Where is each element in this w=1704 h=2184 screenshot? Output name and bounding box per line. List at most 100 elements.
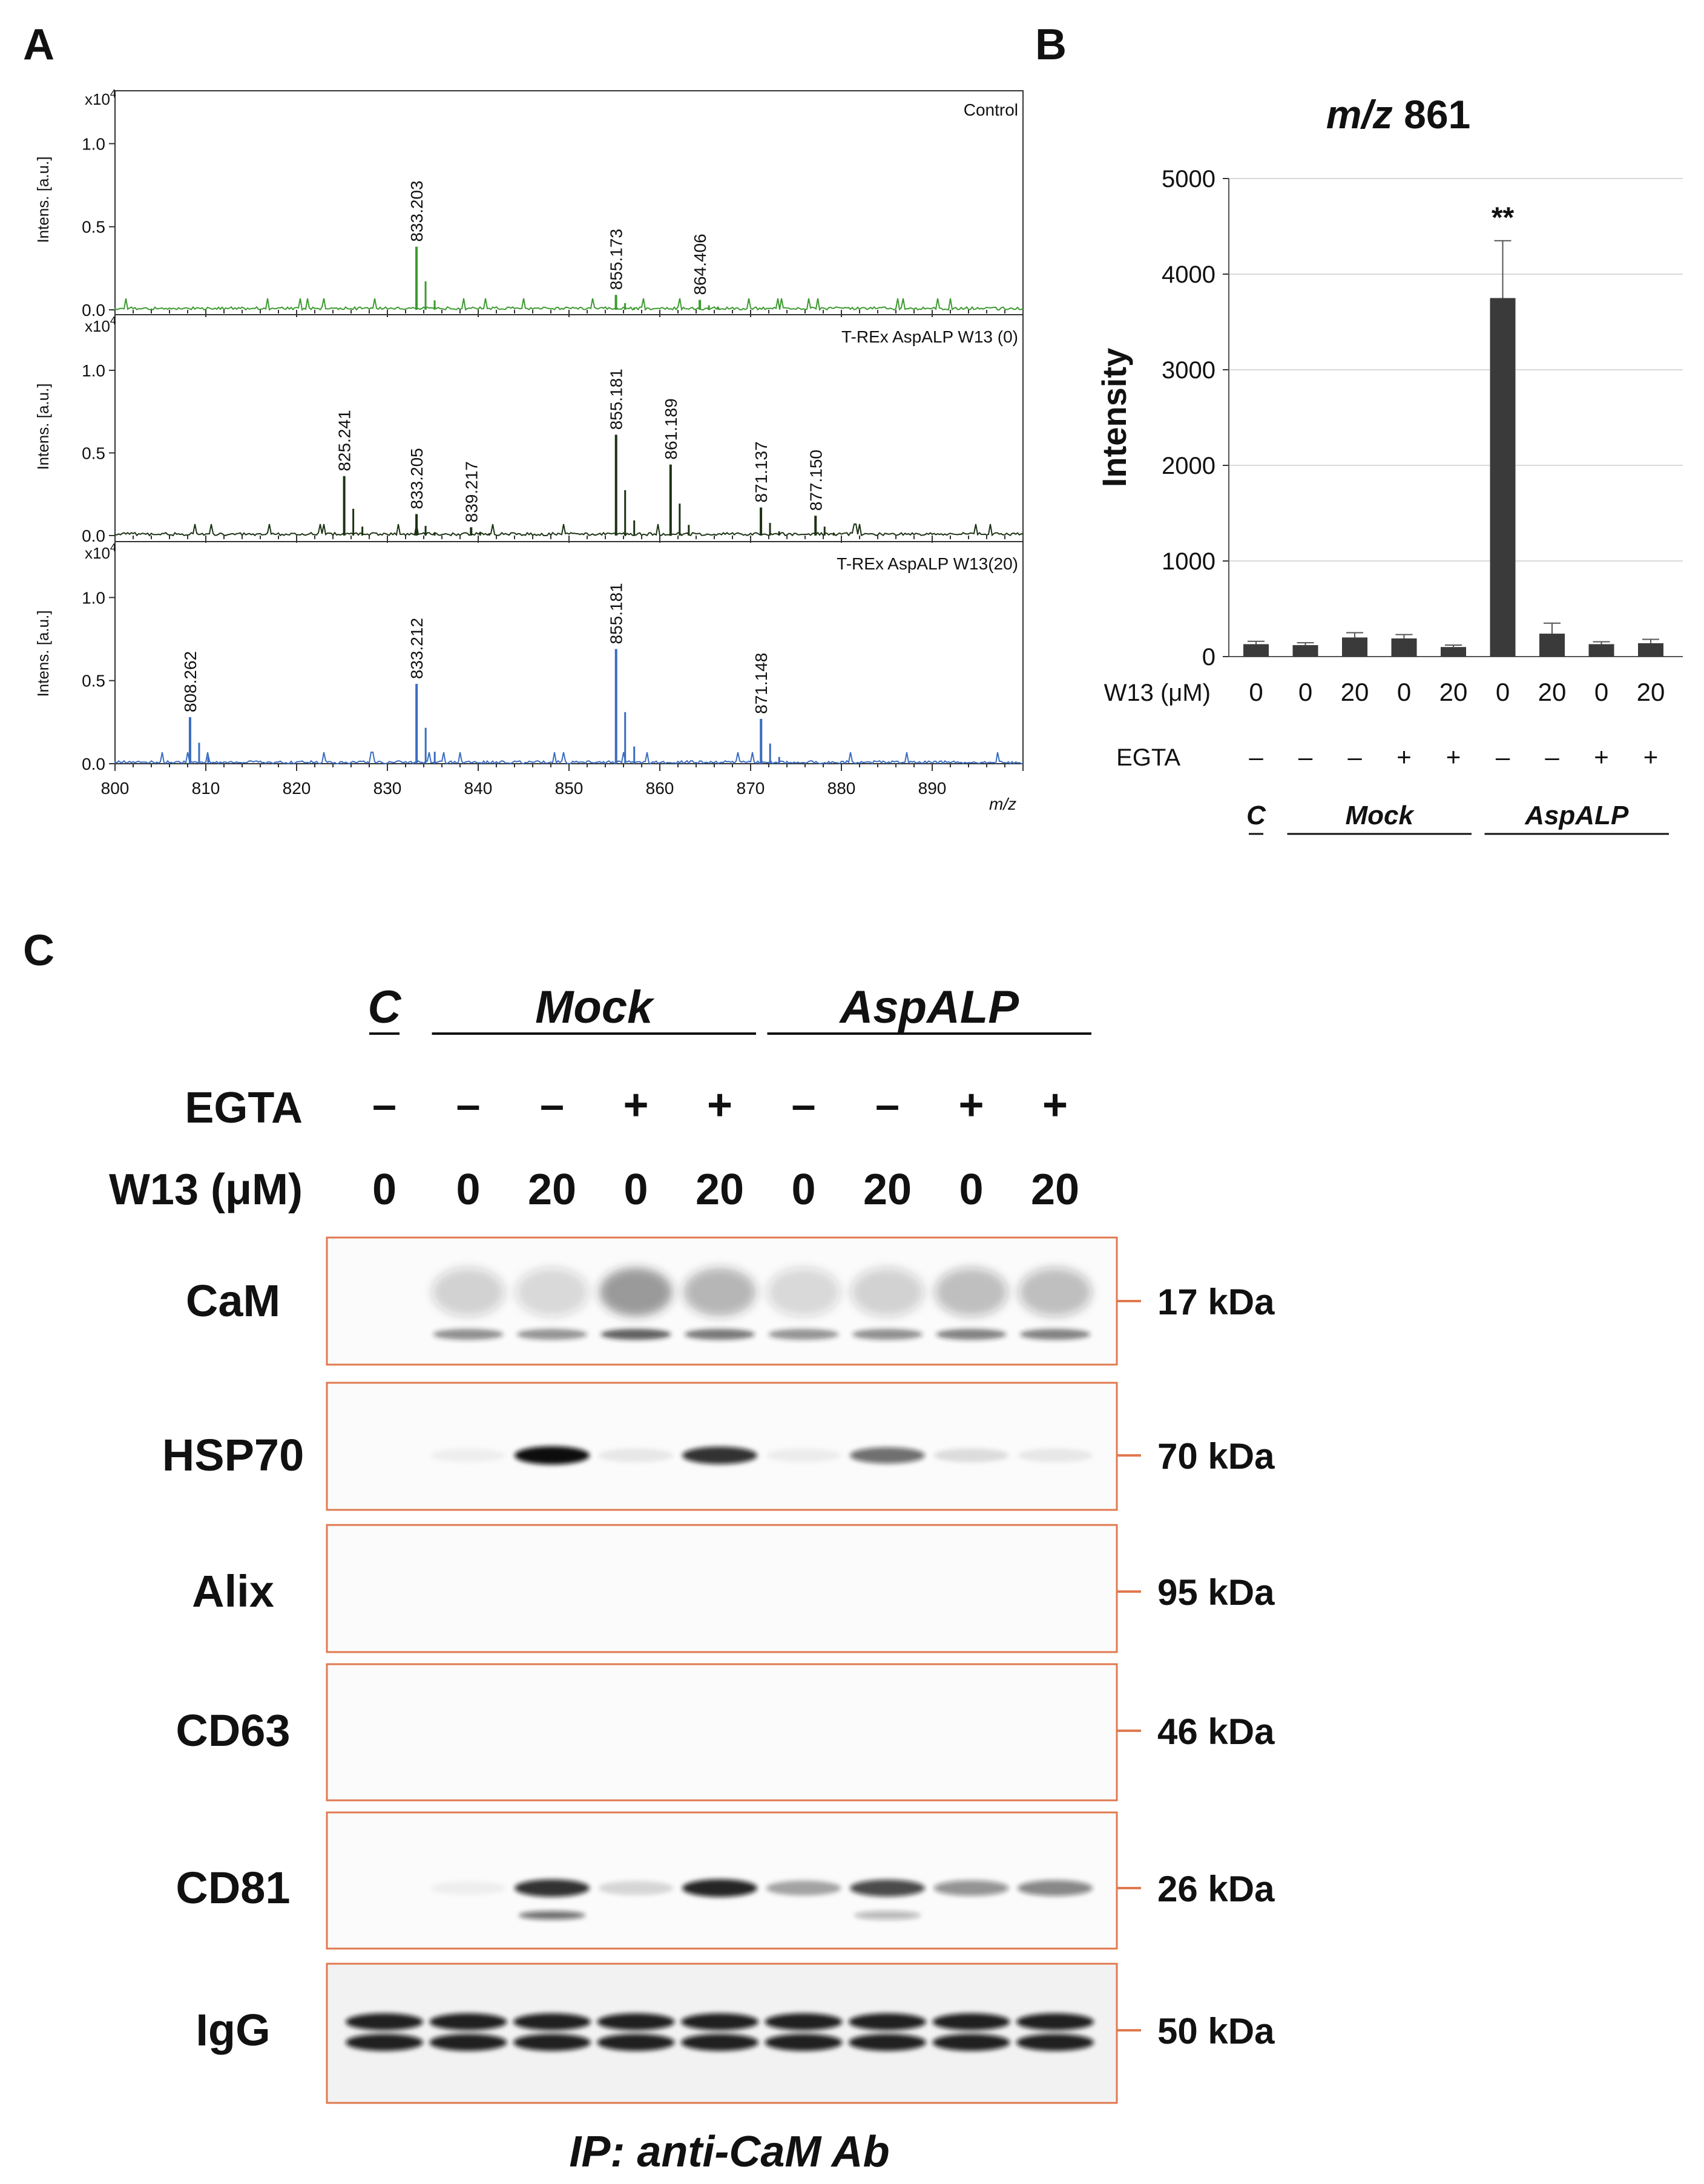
spectrum-y-tick-label: 0.0 (82, 755, 105, 773)
blot-band (346, 2013, 423, 2030)
spectrum-y-tick-label: 0.5 (82, 444, 105, 462)
blot-band (516, 1268, 588, 1316)
blot-group-label: Mock (535, 982, 655, 1033)
bar-row-value: – (1496, 743, 1510, 771)
blot-band (597, 2013, 675, 2030)
spectrum-y-multiplier: x104 (85, 315, 116, 335)
blot-band (936, 1329, 1007, 1340)
bar-y-tick-label: 1000 (1162, 548, 1215, 575)
blot-protein-label: CaM (186, 1276, 280, 1326)
blot-band (935, 1268, 1008, 1316)
blot-frame (326, 1382, 1118, 1511)
spectrum-x-tick-label: 860 (646, 779, 674, 798)
blot-band (515, 1879, 590, 1897)
blot-w13-value: 20 (696, 1166, 744, 1214)
blot-band (850, 1880, 925, 1897)
bar (1490, 298, 1516, 657)
bar-group-label: C (1246, 801, 1266, 830)
blot-band (515, 1446, 590, 1464)
spectrum-noise-trace (114, 751, 1024, 765)
spectrum-y-axis-label: Intens. [a.u.] (34, 383, 52, 470)
spectrum-y-tick-label: 1.0 (82, 588, 105, 607)
blot-band (849, 2034, 926, 2051)
blot-frame (326, 1963, 1118, 2104)
blot-band (517, 1329, 587, 1340)
blot-egta-value: + (958, 1081, 984, 1129)
bar-y-tick-label: 2000 (1162, 453, 1215, 479)
spectrum-y-tick-label: 0.0 (82, 526, 105, 545)
bar-row-value: – (1545, 743, 1559, 771)
blot-egta-value: – (372, 1081, 396, 1129)
bar-row-value: 20 (1341, 678, 1369, 706)
spectrum-y-multiplier: x104 (85, 542, 116, 562)
blot-egta-value: – (875, 1081, 900, 1129)
spectrum-x-tick-label: 800 (101, 779, 130, 798)
bar (1292, 645, 1318, 657)
bar-row-value: + (1643, 743, 1659, 771)
blot-band (933, 1880, 1009, 1896)
blot-band (513, 2034, 591, 2051)
blot-egta-value: + (707, 1081, 732, 1129)
bar-row-value: 0 (1397, 678, 1411, 706)
bar-y-tick-label: 4000 (1162, 261, 1215, 288)
spectrum-x-tick-label: 850 (555, 779, 584, 798)
bar (1539, 634, 1565, 657)
blot-band (682, 1446, 757, 1464)
blot-band (429, 2034, 507, 2051)
spectrum-peak-label: 833.205 (407, 448, 426, 509)
blot-band (346, 2034, 423, 2051)
blot-band (513, 2013, 591, 2030)
blot-band (1018, 1880, 1093, 1896)
blot-w13-value: 0 (456, 1166, 480, 1214)
bar-row-value: 0 (1249, 678, 1263, 706)
bar (1391, 638, 1417, 657)
blot-band (681, 2034, 758, 2051)
blot-band (683, 1268, 756, 1316)
spectrum-y-tick-label: 1.0 (82, 361, 105, 380)
blot-w13-label: W13 (μM) (109, 1166, 303, 1214)
blot-band (432, 1268, 505, 1316)
blot-w13-value: 20 (1031, 1166, 1079, 1214)
blot-band (767, 1268, 840, 1316)
blot-band (430, 1448, 506, 1463)
bar-row-value: + (1396, 743, 1412, 771)
blot-band (600, 1329, 671, 1340)
spectrum-peak-label: 861.189 (662, 398, 680, 459)
spectrum-noise-trace (114, 523, 1024, 537)
blot-w13-value: 0 (372, 1166, 396, 1214)
blot-band (519, 1911, 585, 1920)
bar-significance-marker: ** (1492, 202, 1515, 234)
blot-band (1016, 2034, 1094, 2051)
spectra-frame (114, 90, 1024, 764)
blot-band (932, 2034, 1010, 2051)
bar-row-value: 0 (1298, 678, 1312, 706)
blot-egta-value: – (456, 1081, 480, 1129)
spectrum-title: Control (964, 100, 1018, 119)
panel-c-western-blot: C Mock AspALP EGTA – – – + + – – + + W13 (μM) 0 0 20 0 20 0… (109, 982, 1275, 2104)
spectrum-peak-label: 855.173 (607, 229, 626, 290)
blot-band (765, 2034, 843, 2051)
blot-band (765, 2013, 843, 2030)
blot-band (849, 2013, 926, 2030)
blot-band (682, 1879, 757, 1897)
blot-frame (326, 1524, 1118, 1653)
spectrum-y-tick-label: 0.5 (82, 672, 105, 690)
blot-egta-value: – (791, 1081, 815, 1129)
blot-egta-value: + (1042, 1081, 1068, 1129)
spectrum-peak-label: 855.181 (607, 369, 626, 430)
bar-row-value: – (1298, 743, 1313, 771)
spectrum-y-axis-label: Intens. [a.u.] (34, 156, 52, 243)
spectrum-y-multiplier: x104 (85, 88, 116, 108)
blot-band (768, 1329, 839, 1340)
spectrum-peak-label: 808.262 (181, 651, 200, 712)
blot-size-label: 17 kDa (1157, 1282, 1275, 1322)
spectrum-y-tick-label: 0.5 (82, 218, 105, 237)
spectrum-x-tick-label: 870 (737, 779, 765, 798)
blot-band (433, 1329, 504, 1340)
blot-egta-value: – (540, 1081, 564, 1129)
blot-band (854, 1911, 921, 1920)
blot-band (851, 1268, 924, 1316)
blot-band (597, 2034, 675, 2051)
bar-row-value: 0 (1496, 678, 1510, 706)
blot-protein-label: Alix (192, 1566, 274, 1616)
